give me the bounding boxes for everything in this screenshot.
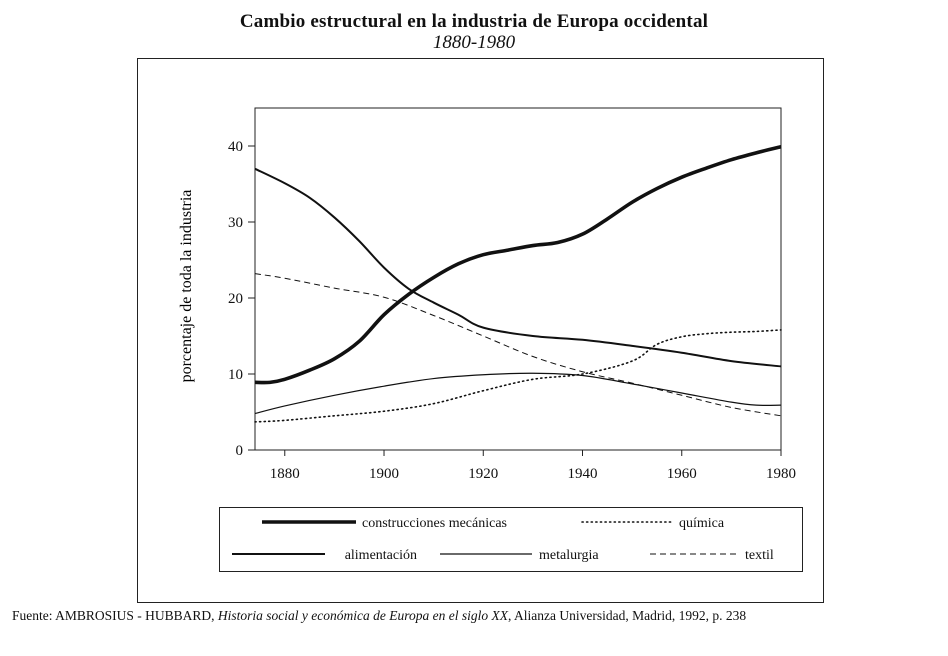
x-tick-label: 1880 [270, 466, 300, 482]
legend-label: textil [745, 548, 774, 563]
y-axis-label: porcentaje de toda la industria [178, 190, 195, 383]
legend-label: construcciones mecánicas [362, 516, 507, 531]
x-tick-label: 1900 [369, 466, 399, 482]
series-line-alimentacion [254, 167, 782, 368]
y-tick-label: 20 [228, 291, 243, 307]
legend-label: metalurgia [539, 548, 599, 563]
source-footnote: Fuente: AMBROSIUS - HUBBARD, Historia so… [12, 608, 746, 624]
axes: 0 10 20 30 40 1880 1900 1920 1940 1960 1980 [228, 139, 796, 482]
footer-book-title: Historia social y económica de Europa en… [217, 608, 508, 623]
y-tick-label: 30 [228, 215, 243, 231]
x-tick-label: 1920 [468, 466, 498, 482]
y-tick-label: 40 [228, 139, 243, 155]
series-line-textil [254, 273, 782, 417]
x-tick-label: 1940 [568, 466, 598, 482]
chart-frame [137, 58, 824, 603]
footer-prefix: Fuente: AMBROSIUS - HUBBARD, [12, 608, 218, 623]
y-tick-label: 0 [236, 443, 244, 459]
legend-label: química [679, 516, 725, 531]
x-tick-label: 1960 [667, 466, 697, 482]
legend-box [219, 507, 803, 572]
plot-area [254, 107, 782, 451]
legend: construcciones mecánicas química alimentac… [232, 516, 774, 563]
chart-title: Cambio estructural en la industria de Eu… [239, 11, 709, 32]
legend-label: alimentación [345, 548, 417, 563]
plot-border [254, 107, 782, 451]
x-tick-label: 1980 [766, 466, 796, 482]
chart-subtitle: 1880-1980 [432, 32, 516, 53]
series-line-construcciones-mecanicas [254, 145, 782, 385]
y-tick-label: 10 [228, 367, 243, 383]
series-line-metalurgia [254, 372, 782, 415]
series-lines [254, 145, 782, 423]
series-line-quimica [254, 329, 782, 423]
footer-suffix: , Alianza Universidad, Madrid, 1992, p. … [507, 608, 747, 623]
